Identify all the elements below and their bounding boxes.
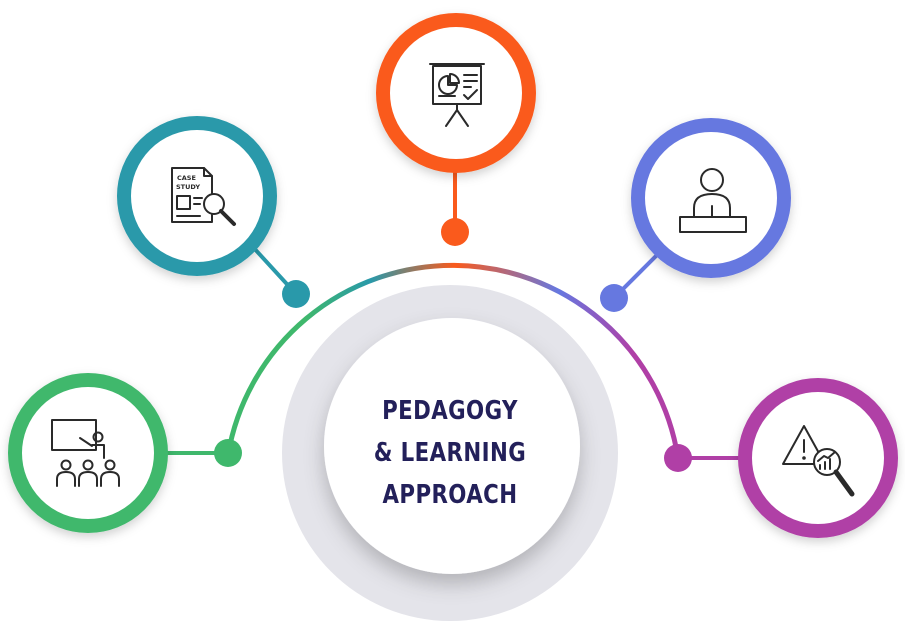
- case-study-document-icon: [171, 167, 236, 226]
- node-classroom-teaching[interactable]: [8, 373, 168, 533]
- arc-dot-presentation: [441, 218, 469, 246]
- center-title-line-3: APPROACH: [382, 480, 518, 510]
- node-presentation[interactable]: [376, 13, 536, 173]
- node-risk-analysis[interactable]: [738, 378, 898, 538]
- teacher-classroom-icon: [51, 419, 120, 487]
- speaker-podium-icon: [679, 168, 747, 233]
- center-title: PEDAGOGY & LEARNING APPROACH: [352, 390, 549, 516]
- case-study-icon-text-1: CASE: [177, 174, 196, 182]
- center-title-line-1: PEDAGOGY: [382, 396, 518, 426]
- arc-dot-classroom: [214, 439, 242, 467]
- connector-arc: [225, 262, 681, 461]
- node-case-study[interactable]: CASE STUDY: [117, 116, 277, 276]
- presentation-board-icon: [429, 63, 485, 127]
- arc-dot-case-study: [282, 280, 310, 308]
- case-study-icon-text-2: STUDY: [176, 183, 200, 191]
- center-hub: [282, 285, 618, 621]
- arc-dot-lecture: [600, 284, 628, 312]
- center-title-line-2: & LEARNING: [373, 438, 527, 468]
- warning-analysis-icon: [782, 425, 855, 497]
- node-lecture[interactable]: [631, 118, 791, 278]
- arc-dot-risk: [664, 444, 692, 472]
